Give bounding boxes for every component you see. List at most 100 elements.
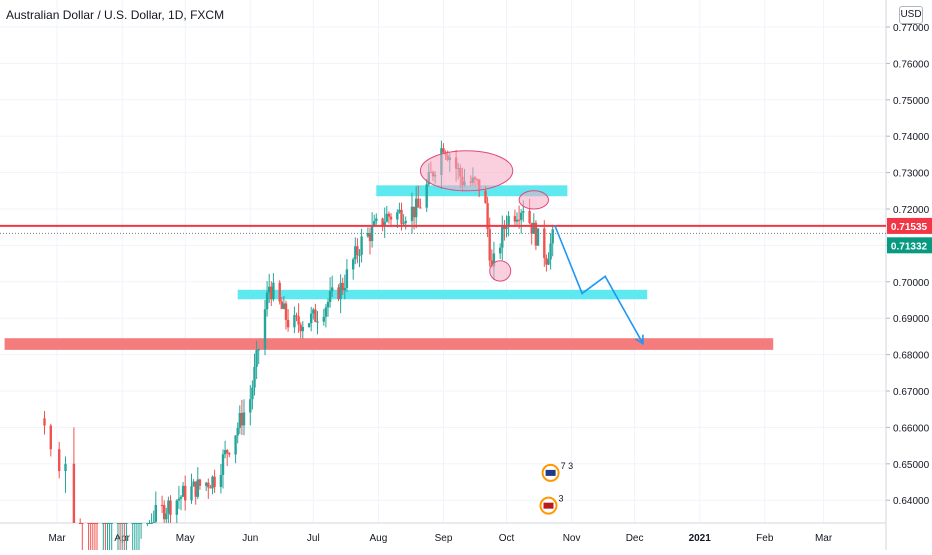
candle-body: [314, 309, 317, 322]
candle-body: [81, 523, 84, 524]
left-low-ellipse[interactable]: [489, 260, 512, 282]
candle-body: [499, 247, 502, 254]
candle-body: [146, 523, 149, 524]
candle-body: [131, 523, 134, 524]
price-axis-label: 0.66000: [893, 423, 930, 434]
candle-body: [236, 427, 239, 436]
candle-body: [341, 282, 344, 291]
candle-body: [490, 260, 493, 267]
candle-body: [49, 425, 52, 450]
candle-body: [507, 216, 510, 228]
candle-body: [255, 349, 258, 367]
candle-body: [354, 246, 357, 260]
candle-body: [194, 481, 197, 497]
flag-icon-fill: [543, 502, 554, 509]
candle-body: [383, 221, 386, 227]
candle-body: [240, 412, 244, 426]
candle-body: [95, 523, 99, 524]
calendar-event-badge-2[interactable]: 3: [539, 494, 564, 515]
candle-body: [343, 288, 346, 291]
price-axis-label: 0.77000: [893, 23, 930, 34]
candle-body: [102, 523, 105, 524]
candle-body: [253, 366, 256, 388]
line-price-tag-label: 0.71535: [891, 222, 928, 233]
candle-body: [165, 513, 168, 520]
candle-body: [58, 449, 61, 472]
candle-body: [89, 523, 92, 524]
candle-body: [419, 207, 422, 209]
support-zone[interactable]: [237, 289, 648, 300]
candle-body: [373, 221, 376, 226]
price-axis-label: 0.68000: [893, 351, 930, 362]
time-axis-label: Dec: [626, 533, 644, 544]
target-zone[interactable]: [4, 338, 774, 350]
candle-body: [135, 523, 139, 524]
candle-body: [295, 315, 298, 317]
candle-body: [532, 222, 535, 234]
candle-body: [79, 523, 82, 524]
time-axis-label: Mar: [815, 533, 833, 544]
candle-body: [265, 292, 269, 310]
price-axis-label: 0.70000: [893, 278, 930, 289]
projection-path[interactable]: [554, 225, 644, 345]
head-ellipse[interactable]: [419, 150, 514, 192]
candle-body: [366, 232, 370, 237]
candle-body: [238, 412, 241, 428]
candle-body: [43, 418, 46, 426]
candle-body: [106, 523, 109, 524]
chart-title: Australian Dollar / U.S. Dollar, 1D, FXC…: [6, 8, 225, 22]
candle-body: [190, 486, 193, 501]
candle-body: [282, 303, 286, 309]
candle-body: [528, 211, 531, 223]
currency-button[interactable]: USD: [899, 6, 923, 24]
candle-body: [211, 476, 214, 489]
candle-body: [133, 523, 136, 524]
price-axis-label: 0.67000: [893, 387, 930, 398]
candle-body: [221, 454, 225, 475]
price-axis-label: 0.75000: [893, 96, 930, 107]
candle-body: [513, 216, 517, 222]
candle-body: [64, 463, 67, 472]
candle-body: [312, 309, 315, 314]
candle-body: [381, 218, 384, 227]
candle-body: [148, 523, 151, 524]
candle-body: [345, 269, 349, 289]
candle-body: [278, 282, 281, 302]
candle-body: [400, 209, 403, 224]
candle-body: [501, 225, 504, 248]
candle-body: [515, 219, 519, 222]
candle-body: [368, 232, 372, 242]
candle-body: [543, 228, 546, 259]
candle-body: [137, 523, 141, 524]
calendar-event-badge-1[interactable]: 7 3: [541, 461, 574, 482]
price-axis-label: 0.72000: [893, 205, 930, 216]
candle-body: [121, 523, 124, 524]
candle-body: [299, 324, 302, 332]
candle-body: [223, 450, 227, 455]
candle-body: [331, 287, 334, 292]
candle-body: [488, 229, 491, 261]
candle-body: [234, 435, 237, 455]
projection-arrowhead: [634, 334, 644, 346]
time-axis-label: 2021: [689, 533, 712, 544]
candle-body: [389, 216, 393, 220]
candle-body: [280, 301, 283, 309]
right-shoulder-ellipse[interactable]: [518, 190, 549, 210]
candle-body: [110, 523, 113, 524]
candle-body: [152, 521, 155, 523]
time-axis-label: Nov: [563, 533, 581, 544]
candle-body: [425, 184, 428, 208]
candle-body: [503, 225, 506, 230]
candle-body: [213, 476, 216, 487]
candle-body: [228, 453, 231, 455]
candle-body: [522, 211, 525, 213]
candle-body: [177, 498, 181, 501]
candle-body: [404, 220, 407, 224]
candle-body: [72, 463, 76, 523]
candle-body: [297, 316, 300, 325]
candle-body: [209, 487, 212, 489]
candle-body: [169, 500, 172, 515]
candle-body: [181, 485, 185, 497]
